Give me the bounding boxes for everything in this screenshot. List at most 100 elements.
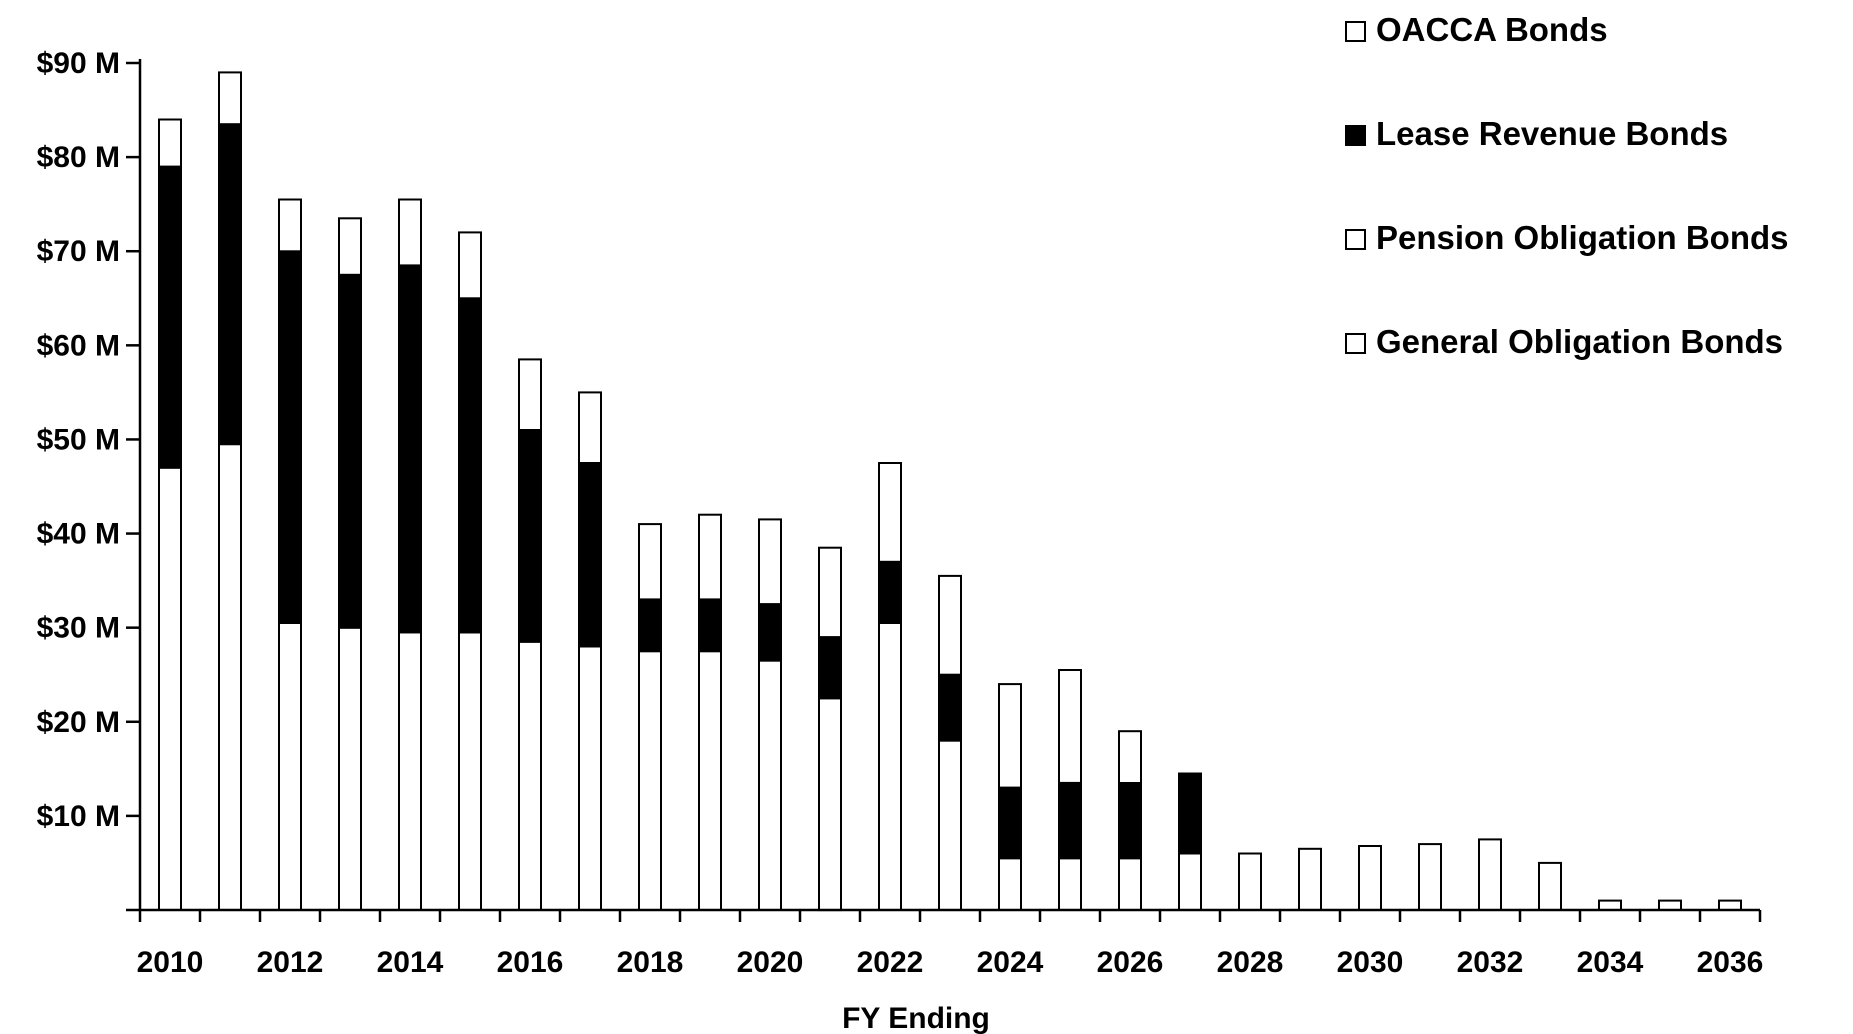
- bar-general-obligation-bonds-2022: [878, 622, 902, 911]
- bar-lease-revenue-bonds-2023: [938, 673, 962, 742]
- bar-lease-revenue-bonds-2017: [578, 462, 602, 648]
- legend-label: OACCA Bonds: [1376, 11, 1608, 48]
- legend-swatch: [1345, 125, 1366, 146]
- bar-lease-revenue-bonds-2018: [638, 598, 662, 653]
- legend: OACCA Bonds Lease Revenue Bonds Pension Ob…: [1345, 11, 1789, 360]
- bar-lease-revenue-bonds-2022: [878, 560, 902, 624]
- bars-layer: [158, 71, 1742, 912]
- bar-oacca-bonds-2026: [1118, 730, 1142, 785]
- bar-lease-revenue-bonds-2014: [398, 264, 422, 634]
- legend-label: General Obligation Bonds: [1376, 323, 1783, 360]
- y-tick-label: $20 M: [37, 706, 120, 739]
- x-tick-label: 2030: [1337, 946, 1404, 979]
- bar-general-obligation-bonds-2016: [518, 640, 542, 911]
- bar-general-obligation-bonds-2023: [938, 739, 962, 911]
- bar-lease-revenue-bonds-2015: [458, 297, 482, 634]
- bar-oacca-bonds-2020: [758, 518, 782, 606]
- bar-general-obligation-bonds-2026: [1118, 857, 1142, 912]
- x-tick-label: 2032: [1457, 946, 1524, 979]
- x-tick-label: 2034: [1577, 946, 1644, 979]
- x-axis-title: FY Ending: [842, 1002, 990, 1034]
- legend-swatch: [1345, 229, 1366, 250]
- bar-general-obligation-bonds-2021: [818, 697, 842, 912]
- legend-swatch: [1345, 21, 1366, 42]
- bar-lease-revenue-bonds-2019: [698, 598, 722, 653]
- bar-oacca-bonds-2018: [638, 523, 662, 601]
- bar-oacca-bonds-2022: [878, 462, 902, 563]
- bar-general-obligation-bonds-2025: [1058, 857, 1082, 912]
- x-tick-label: 2018: [617, 946, 684, 979]
- bar-oacca-bonds-2010: [158, 118, 182, 168]
- legend-label: Pension Obligation Bonds: [1376, 219, 1789, 256]
- legend-swatch: [1345, 333, 1366, 354]
- bar-general-obligation-bonds-2036: [1718, 899, 1742, 911]
- y-tick-label: $60 M: [37, 329, 120, 362]
- bar-general-obligation-bonds-2012: [278, 622, 302, 911]
- bar-oacca-bonds-2025: [1058, 669, 1082, 784]
- bar-general-obligation-bonds-2020: [758, 659, 782, 911]
- y-tick-label: $70 M: [37, 235, 120, 268]
- bar-lease-revenue-bonds-2020: [758, 603, 782, 662]
- x-tick-label: 2022: [857, 946, 924, 979]
- y-tick-label: $80 M: [37, 141, 120, 174]
- x-tick-label: 2028: [1217, 946, 1284, 979]
- x-tick-label: 2016: [497, 946, 564, 979]
- bar-oacca-bonds-2016: [518, 358, 542, 431]
- axes-layer: [126, 59, 1762, 922]
- x-tick-label: 2014: [377, 946, 444, 979]
- bar-general-obligation-bonds-2017: [578, 645, 602, 911]
- bar-general-obligation-bonds-2032: [1478, 838, 1502, 912]
- bar-lease-revenue-bonds-2016: [518, 429, 542, 643]
- bar-general-obligation-bonds-2029: [1298, 847, 1322, 911]
- bar-oacca-bonds-2011: [218, 71, 242, 126]
- bar-oacca-bonds-2014: [398, 198, 422, 267]
- bar-lease-revenue-bonds-2012: [278, 250, 302, 624]
- bar-lease-revenue-bonds-2010: [158, 165, 182, 469]
- bar-general-obligation-bonds-2035: [1658, 899, 1682, 911]
- labels-layer: $10 M $20 M $30 M $40 M $50 M $60 M $70 M $80 M…: [37, 47, 1764, 979]
- bar-general-obligation-bonds-2024: [998, 857, 1022, 912]
- bar-general-obligation-bonds-2010: [158, 466, 182, 911]
- bar-lease-revenue-bonds-2013: [338, 273, 362, 629]
- bar-lease-revenue-bonds-2026: [1118, 782, 1142, 860]
- x-tick-label: 2010: [137, 946, 204, 979]
- y-tick-label: $90 M: [37, 47, 120, 80]
- bar-oacca-bonds-2021: [818, 546, 842, 639]
- bar-oacca-bonds-2015: [458, 231, 482, 300]
- bar-general-obligation-bonds-2011: [218, 443, 242, 911]
- y-tick-label: $10 M: [37, 800, 120, 833]
- x-tick-label: 2024: [977, 946, 1044, 979]
- bar-general-obligation-bonds-2027: [1178, 852, 1202, 911]
- bar-lease-revenue-bonds-2021: [818, 636, 842, 700]
- bar-oacca-bonds-2012: [278, 198, 302, 253]
- bar-general-obligation-bonds-2014: [398, 631, 422, 912]
- bar-oacca-bonds-2023: [938, 574, 962, 676]
- bar-lease-revenue-bonds-2011: [218, 123, 242, 446]
- bar-general-obligation-bonds-2013: [338, 626, 362, 911]
- y-tick-label: $50 M: [37, 423, 120, 456]
- x-tick-label: 2012: [257, 946, 324, 979]
- bar-general-obligation-bonds-2019: [698, 650, 722, 911]
- bar-lease-revenue-bonds-2024: [998, 786, 1022, 860]
- x-tick-label: 2020: [737, 946, 804, 979]
- x-tick-label: 2026: [1097, 946, 1164, 979]
- bar-general-obligation-bonds-2030: [1358, 845, 1382, 911]
- bar-oacca-bonds-2024: [998, 683, 1022, 789]
- bar-oacca-bonds-2019: [698, 513, 722, 601]
- bar-lease-revenue-bonds-2027: [1178, 772, 1202, 855]
- x-tick-label: 2036: [1697, 946, 1764, 979]
- bar-general-obligation-bonds-2031: [1418, 843, 1442, 911]
- bar-general-obligation-bonds-2034: [1598, 899, 1622, 911]
- bar-general-obligation-bonds-2033: [1538, 861, 1562, 912]
- bar-general-obligation-bonds-2018: [638, 650, 662, 911]
- bar-general-obligation-bonds-2028: [1238, 852, 1262, 911]
- bar-lease-revenue-bonds-2025: [1058, 782, 1082, 860]
- bar-oacca-bonds-2013: [338, 217, 362, 276]
- y-tick-label: $30 M: [37, 612, 120, 645]
- y-tick-label: $40 M: [37, 518, 120, 551]
- bar-general-obligation-bonds-2015: [458, 631, 482, 912]
- bar-oacca-bonds-2017: [578, 391, 602, 464]
- legend-label: Lease Revenue Bonds: [1376, 115, 1728, 152]
